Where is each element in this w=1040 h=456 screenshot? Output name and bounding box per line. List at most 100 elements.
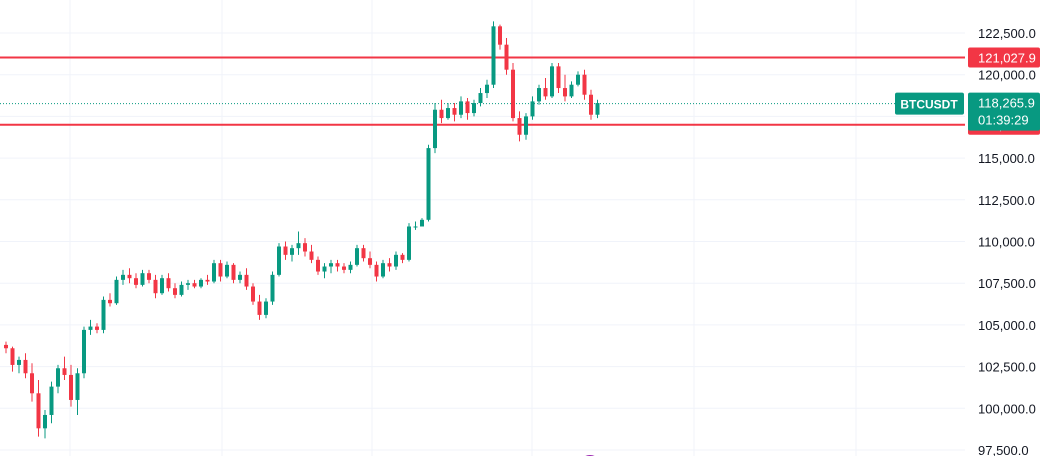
candle-body xyxy=(394,254,398,267)
candle-body xyxy=(550,66,554,97)
candle-body xyxy=(36,393,41,429)
y-tick-label: 110,000.0 xyxy=(978,235,1035,250)
candle-body xyxy=(413,226,418,228)
y-tick-label: 105,000.0 xyxy=(978,318,1036,333)
symbol-label: BTCUSDT xyxy=(900,98,958,112)
candle-body xyxy=(277,246,281,275)
candle-body xyxy=(400,254,405,260)
y-tick-label: 100,000.0 xyxy=(978,401,1036,416)
candle-body xyxy=(212,263,216,282)
candle-body xyxy=(355,248,359,265)
candle-body xyxy=(433,109,437,149)
price-axis[interactable]: 97,500.0 100,000.0 102,500.0 105,000.0 107,5… xyxy=(978,26,1036,456)
candle-body xyxy=(407,226,411,260)
candle-body xyxy=(309,251,314,260)
candle-body xyxy=(114,279,119,304)
y-tick-label: 107,500.0 xyxy=(978,276,1036,291)
candle-body xyxy=(368,258,372,265)
candle-body xyxy=(244,274,249,287)
candle-body xyxy=(251,286,255,302)
candle-body xyxy=(387,263,392,267)
candle-body xyxy=(23,359,28,374)
candle-body xyxy=(231,264,236,280)
candle-body xyxy=(205,279,210,282)
candle-body xyxy=(179,284,184,295)
candle-body xyxy=(589,94,593,115)
candle-body xyxy=(446,108,450,119)
candle-body xyxy=(322,266,327,272)
candle-body xyxy=(290,248,294,255)
candle-body xyxy=(426,148,431,220)
y-tick-label: 120,000.0 xyxy=(978,68,1036,83)
candle-body xyxy=(459,101,463,115)
candle-body xyxy=(75,373,80,400)
last-price-tag xyxy=(968,92,1040,131)
candle-body xyxy=(517,118,522,135)
candle-body xyxy=(303,243,307,252)
candle-body xyxy=(121,274,125,280)
candle-body xyxy=(257,301,262,315)
y-tick-label: 112,500.0 xyxy=(978,193,1035,208)
candle-body xyxy=(381,263,385,277)
candle-body xyxy=(543,88,548,97)
candle-body xyxy=(316,259,320,272)
candle-body xyxy=(108,299,112,304)
candle-body xyxy=(134,278,138,285)
candle-body xyxy=(153,279,158,294)
candle-body xyxy=(225,264,229,277)
candle-body xyxy=(524,116,528,135)
candle-body xyxy=(420,219,424,227)
candle-body xyxy=(82,329,86,374)
candle-body xyxy=(472,103,476,114)
candle-body xyxy=(127,274,132,279)
candle-body xyxy=(504,44,509,70)
horizontal-lines[interactable] xyxy=(0,56,965,126)
candle-body xyxy=(101,299,106,330)
candle-body xyxy=(95,326,99,330)
candle-body xyxy=(296,243,301,249)
candle-body xyxy=(569,84,574,97)
grid xyxy=(0,0,965,456)
price-tags: 121,027.9117,000.6BTCUSDT118,265.901:39:… xyxy=(585,47,1040,456)
candle-body xyxy=(582,74,587,95)
candle-body xyxy=(329,263,333,267)
horizontal-line-price-label: 121,027.9 xyxy=(978,51,1036,66)
candle-body xyxy=(452,108,457,115)
candle-body xyxy=(465,101,470,114)
y-tick-label: 122,500.0 xyxy=(978,26,1036,41)
candle-body xyxy=(491,26,496,85)
last-price-label: 118,265.9 xyxy=(978,96,1035,111)
candle-body xyxy=(537,88,541,102)
candle-body xyxy=(140,273,145,285)
candle-body xyxy=(361,248,366,259)
candle-body xyxy=(563,88,567,97)
candle-body xyxy=(348,264,353,270)
candle-body xyxy=(62,368,67,375)
candle-body xyxy=(270,274,275,302)
horizontal-line-price-tag xyxy=(968,47,1040,68)
candle-body xyxy=(283,246,288,255)
candle-body xyxy=(530,101,535,117)
candle-body xyxy=(30,373,34,394)
y-tick-label: 97,500.0 xyxy=(978,443,1029,456)
candle-body xyxy=(173,288,177,295)
candle-body xyxy=(576,74,580,85)
candles xyxy=(4,21,600,439)
candle-body xyxy=(485,84,489,94)
candle-body xyxy=(166,278,171,289)
candle-body xyxy=(160,278,164,294)
candle-body xyxy=(342,266,346,270)
y-tick-label: 102,500.0 xyxy=(978,360,1036,375)
candle-body xyxy=(17,359,21,365)
candle-body xyxy=(264,301,268,315)
candle-body xyxy=(238,274,242,280)
candle-body xyxy=(595,103,600,115)
candle-body xyxy=(478,93,483,104)
candle-body xyxy=(49,386,54,415)
candle-body xyxy=(199,279,203,287)
candle-body xyxy=(218,263,223,277)
candle-body xyxy=(192,283,197,287)
candle-body xyxy=(56,368,60,387)
candle-body xyxy=(186,283,190,285)
